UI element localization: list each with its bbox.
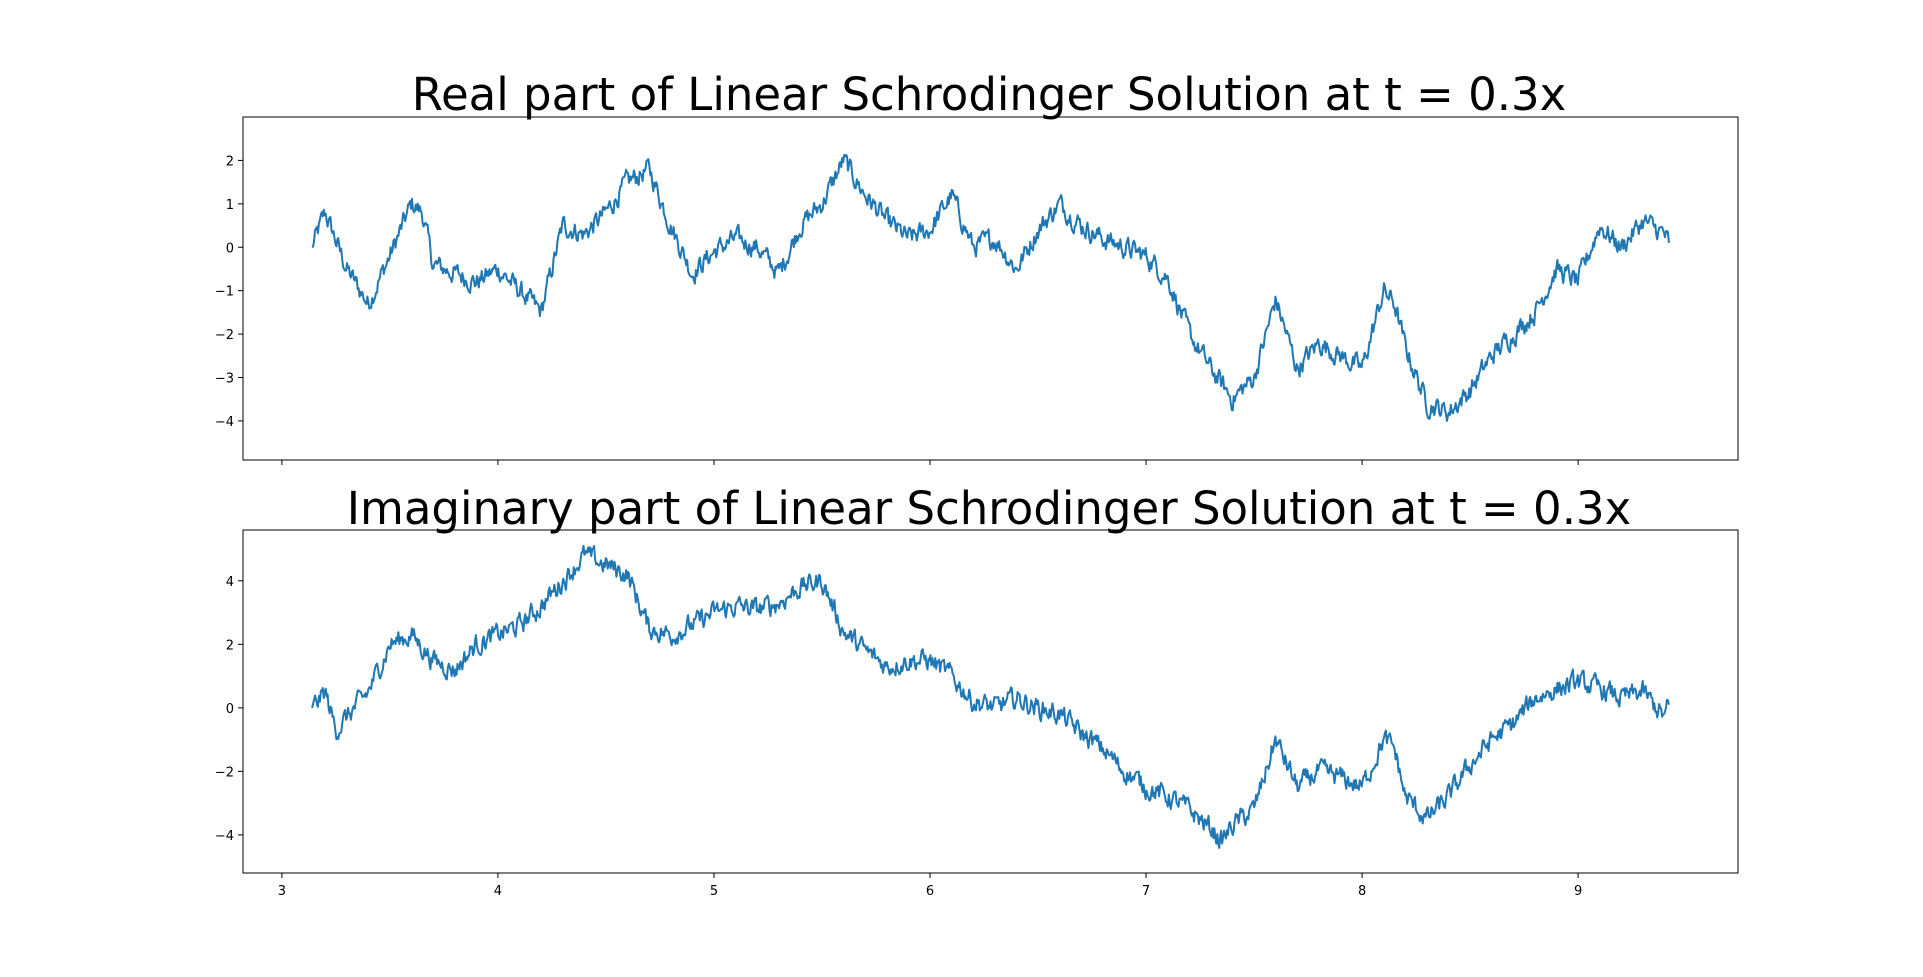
imaginary-xtick-label: 8 — [1358, 884, 1366, 899]
real-ytick-label: 1 — [226, 198, 234, 213]
imaginary-ytick-label: 0 — [226, 702, 234, 717]
imaginary-chart-title: Imaginary part of Linear Schrodinger Sol… — [347, 482, 1632, 535]
real-axes-frame — [242, 116, 1739, 461]
imaginary-xtick-label: 5 — [710, 884, 718, 899]
real-ytick-label: 2 — [226, 154, 234, 169]
imaginary-xtick-label: 7 — [1142, 884, 1150, 899]
imaginary-ytick-label: 2 — [226, 638, 234, 653]
subplot-real: Real part of Linear Schrodinger Solution… — [215, 68, 1739, 465]
imaginary-ytick-label: −4 — [215, 829, 234, 844]
real-ytick-label: −3 — [215, 372, 234, 387]
real-chart-title: Real part of Linear Schrodinger Solution… — [412, 68, 1567, 121]
real-ytick-label: −4 — [215, 415, 234, 430]
subplot-imaginary: Imaginary part of Linear Schrodinger Sol… — [215, 482, 1739, 899]
real-axis-ticks: −4 −3 −2 −1 0 1 2 — [215, 154, 1579, 465]
imaginary-ytick-label: −2 — [215, 765, 234, 780]
real-series-group — [311, 153, 1670, 422]
real-ytick-label: 0 — [226, 241, 234, 256]
imaginary-axes-frame — [242, 529, 1739, 874]
imaginary-xtick-label: 4 — [494, 884, 502, 899]
imaginary-series-line — [311, 544, 1670, 849]
imaginary-xtick-label: 6 — [926, 884, 934, 899]
real-series-line — [311, 153, 1670, 422]
imaginary-axis-ticks: −4 −2 0 2 4 3 4 5 6 7 8 9 — [215, 575, 1582, 899]
imaginary-ytick-label: 4 — [226, 575, 234, 590]
real-ytick-label: −2 — [215, 328, 234, 343]
imaginary-series-group — [311, 544, 1670, 849]
real-ytick-label: −1 — [215, 285, 234, 300]
imaginary-xtick-label: 9 — [1574, 884, 1582, 899]
imaginary-xtick-label: 3 — [278, 884, 286, 899]
